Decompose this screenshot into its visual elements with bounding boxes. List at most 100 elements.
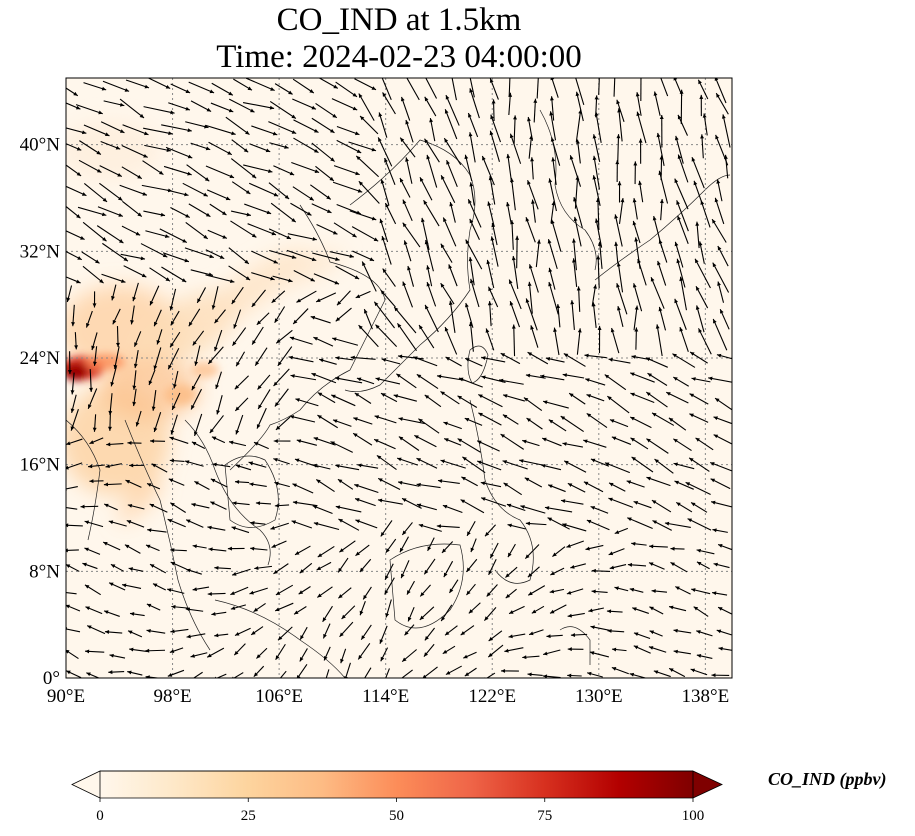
wind-arrow xyxy=(99,165,123,178)
wind-arrow xyxy=(594,218,603,248)
wind-arrow xyxy=(535,239,541,268)
wind-arrow xyxy=(70,409,79,431)
wind-arrow xyxy=(230,210,251,217)
wind-arrow xyxy=(525,521,547,526)
wind-arrow xyxy=(291,520,313,529)
wind-arrow xyxy=(658,306,667,331)
wind-arrow xyxy=(632,220,641,244)
wind-arrow xyxy=(560,499,584,505)
wind-arrow xyxy=(121,225,141,236)
wind-arrow xyxy=(440,390,460,405)
wind-arrow xyxy=(503,482,522,496)
wind-arrow xyxy=(273,165,295,176)
wind-arrow xyxy=(325,669,330,678)
wind-arrow xyxy=(549,604,567,614)
wind-arrow xyxy=(508,279,522,310)
wind-arrow xyxy=(270,202,297,223)
wind-arrow xyxy=(668,605,687,612)
wind-arrow xyxy=(490,236,499,267)
wind-arrow xyxy=(250,521,266,525)
wind-arrow xyxy=(616,134,621,162)
x-tick-label: 98°E xyxy=(153,686,191,707)
y-tick-label: 32°N xyxy=(20,241,61,262)
wind-arrow xyxy=(354,392,372,404)
wind-arrow xyxy=(553,327,560,356)
wind-arrow xyxy=(548,267,556,290)
colorbar-ticks: 0 25 50 75 100 xyxy=(96,798,704,824)
map-frame xyxy=(65,77,733,679)
wind-arrow xyxy=(666,391,689,404)
wind-arrow xyxy=(520,505,546,514)
wind-arrow xyxy=(214,309,226,324)
wind-arrow xyxy=(356,377,375,385)
wind-arrow xyxy=(488,175,496,205)
wind-arrow xyxy=(165,146,193,159)
wind-arrow xyxy=(614,586,629,592)
wind-arrow xyxy=(125,479,142,488)
wind-arrow xyxy=(547,517,570,530)
wind-arrow xyxy=(481,155,495,186)
wind-arrow xyxy=(507,543,516,558)
wind-arrow xyxy=(570,300,575,330)
wind-arrow xyxy=(299,626,308,640)
wind-arrow xyxy=(406,78,420,101)
wind-arrow xyxy=(378,112,388,138)
wind-arrow xyxy=(679,89,684,125)
wind-arrow xyxy=(257,374,271,390)
wind-arrow xyxy=(274,306,286,324)
wind-arrow xyxy=(123,265,147,278)
wind-arrow xyxy=(291,161,320,173)
wind-arrow xyxy=(119,98,145,119)
wind-arrow xyxy=(85,649,105,654)
wind-arrow xyxy=(507,523,526,530)
wind-arrow xyxy=(152,583,166,591)
wind-arrow xyxy=(228,98,255,113)
wind-arrow xyxy=(592,134,601,163)
wind-arrow xyxy=(702,113,708,136)
wind-arrow xyxy=(384,563,394,580)
wind-arrow xyxy=(531,605,545,614)
wind-arrow xyxy=(361,261,377,292)
wind-arrow xyxy=(597,325,602,353)
wind-arrow xyxy=(315,479,335,492)
wind-arrow xyxy=(87,464,105,469)
wind-arrow xyxy=(416,482,441,489)
wind-arrow xyxy=(676,258,686,288)
wind-arrow xyxy=(468,602,481,614)
wind-arrow xyxy=(332,419,352,427)
wind-arrow xyxy=(257,389,271,410)
wind-arrow xyxy=(124,544,141,554)
wind-arrow xyxy=(271,290,286,304)
wind-arrow xyxy=(647,372,668,386)
wind-arrow xyxy=(583,481,604,493)
wind-arrow xyxy=(530,325,539,348)
wind-arrow xyxy=(108,520,127,527)
wind-arrow xyxy=(591,589,608,594)
wind-arrow xyxy=(442,645,456,655)
wind-arrow xyxy=(462,456,486,474)
wind-arrow xyxy=(66,250,83,261)
wind-arrow xyxy=(268,228,292,240)
wind-arrow xyxy=(192,544,207,549)
wind-arrow xyxy=(337,557,349,573)
wind-arrow xyxy=(590,505,609,514)
wind-arrow xyxy=(464,417,483,426)
wind-arrow xyxy=(225,116,250,136)
wind-arrow xyxy=(674,135,684,164)
wind-arrow xyxy=(710,478,731,490)
wind-arrow xyxy=(170,502,186,513)
wind-arrow xyxy=(630,437,649,450)
wind-arrow xyxy=(103,503,118,511)
wind-arrow xyxy=(96,225,124,244)
wind-arrow xyxy=(295,398,319,407)
wind-arrow xyxy=(670,561,688,573)
wind-arrow xyxy=(269,249,297,259)
wind-arrow xyxy=(440,604,453,622)
wind-arrow xyxy=(461,476,478,487)
wind-arrow xyxy=(646,438,669,454)
wind-arrow xyxy=(74,332,79,350)
wind-arrow xyxy=(380,179,390,206)
wind-arrow xyxy=(649,606,664,615)
wind-arrow xyxy=(525,216,536,243)
